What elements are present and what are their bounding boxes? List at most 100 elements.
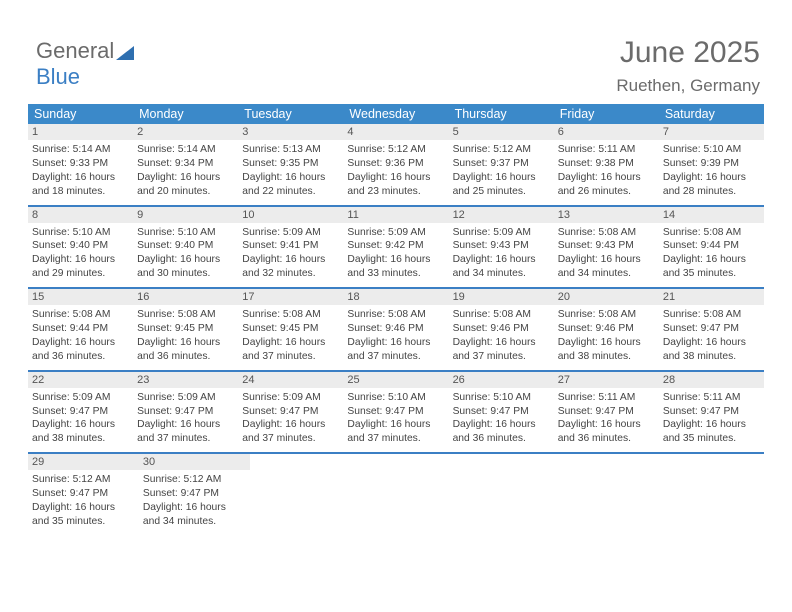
day-details: Sunrise: 5:09 AMSunset: 9:47 PMDaylight:… [32, 391, 129, 447]
calendar-header-cell: Thursday [449, 104, 554, 124]
day-details: Sunrise: 5:09 AMSunset: 9:47 PMDaylight:… [137, 391, 234, 447]
calendar-day-cell: 5 Sunrise: 5:12 AMSunset: 9:37 PMDaylight… [449, 124, 554, 205]
calendar-empty-cell [661, 454, 764, 535]
location-label: Ruethen, Germany [616, 76, 760, 96]
day-number: 11 [343, 207, 448, 223]
day-number: 22 [28, 372, 133, 388]
day-number: 14 [659, 207, 764, 223]
day-number: 6 [554, 124, 659, 140]
day-number: 16 [133, 289, 238, 305]
day-details: Sunrise: 5:12 AMSunset: 9:37 PMDaylight:… [453, 143, 550, 199]
calendar-day-cell: 9Sunrise: 5:10 AMSunset: 9:40 PMDaylight… [133, 207, 238, 288]
logo: General Blue [36, 38, 134, 90]
day-number: 2 [133, 124, 238, 140]
day-details: Sunrise: 5:12 AMSunset: 9:36 PMDaylight:… [347, 143, 444, 199]
calendar-day-cell: 24Sunrise: 5:09 AMSunset: 9:47 PMDayligh… [238, 372, 343, 453]
calendar-day-cell: 23Sunrise: 5:09 AMSunset: 9:47 PMDayligh… [133, 372, 238, 453]
calendar-day-cell: 26Sunrise: 5:10 AMSunset: 9:47 PMDayligh… [449, 372, 554, 453]
calendar-header-cell: Tuesday [238, 104, 343, 124]
calendar-day-cell: 14 Sunrise: 5:08 AMSunset: 9:44 PMDayligh… [659, 207, 764, 288]
calendar-day-cell: 27 Sunrise: 5:11 AMSunset: 9:47 PMDayligh… [554, 372, 659, 453]
day-details: Sunrise: 5:09 AMSunset: 9:41 PMDaylight:… [242, 226, 339, 282]
day-number: 25 [343, 372, 448, 388]
calendar-day-cell: 2 Sunrise: 5:14 AMSunset: 9:34 PMDaylight… [133, 124, 238, 205]
day-number: 13 [554, 207, 659, 223]
day-number: 28 [659, 372, 764, 388]
day-details: Sunrise: 5:13 AMSunset: 9:35 PMDaylight:… [242, 143, 339, 199]
calendar-day-cell: 15 Sunrise: 5:08 AMSunset: 9:44 PMDayligh… [28, 289, 133, 370]
calendar-day-cell: 19Sunrise: 5:08 AMSunset: 9:46 PMDayligh… [449, 289, 554, 370]
calendar-day-cell: 6 Sunrise: 5:11 AMSunset: 9:38 PMDaylight… [554, 124, 659, 205]
calendar-header-row: SundayMondayTuesdayWednesdayThursdayFrid… [28, 104, 764, 124]
day-number: 30 [139, 454, 250, 470]
calendar-day-cell: 13 Sunrise: 5:08 AMSunset: 9:43 PMDayligh… [554, 207, 659, 288]
calendar-empty-cell [353, 454, 456, 535]
logo-text-general: General [36, 38, 114, 63]
day-number: 7 [659, 124, 764, 140]
day-details: Sunrise: 5:08 AMSunset: 9:44 PMDaylight:… [32, 308, 129, 364]
calendar-day-cell: 1 Sunrise: 5:14 AMSunset: 9:33 PMDaylight… [28, 124, 133, 205]
day-details: Sunrise: 5:14 AMSunset: 9:33 PMDaylight:… [32, 143, 129, 199]
day-number: 15 [28, 289, 133, 305]
day-details: Sunrise: 5:10 AMSunset: 9:39 PMDaylight:… [663, 143, 760, 199]
page-title: June 2025 [620, 36, 760, 70]
logo-text-blue: Blue [36, 64, 80, 89]
calendar-day-cell: 4 Sunrise: 5:12 AMSunset: 9:36 PMDaylight… [343, 124, 448, 205]
calendar: SundayMondayTuesdayWednesdayThursdayFrid… [28, 104, 764, 535]
day-details: Sunrise: 5:09 AMSunset: 9:47 PMDaylight:… [242, 391, 339, 447]
day-number: 18 [343, 289, 448, 305]
calendar-day-cell: 17Sunrise: 5:08 AMSunset: 9:45 PMDayligh… [238, 289, 343, 370]
day-number: 27 [554, 372, 659, 388]
day-number: 29 [28, 454, 139, 470]
day-number: 12 [449, 207, 554, 223]
day-number: 1 [28, 124, 133, 140]
day-number: 5 [449, 124, 554, 140]
day-details: Sunrise: 5:08 AMSunset: 9:44 PMDaylight:… [663, 226, 760, 282]
calendar-day-cell: 7 Sunrise: 5:10 AMSunset: 9:39 PMDaylight… [659, 124, 764, 205]
day-details: Sunrise: 5:11 AMSunset: 9:47 PMDaylight:… [663, 391, 760, 447]
day-details: Sunrise: 5:12 AMSunset: 9:47 PMDaylight:… [32, 473, 135, 529]
calendar-header-cell: Saturday [659, 104, 764, 124]
calendar-day-cell: 25 Sunrise: 5:10 AMSunset: 9:47 PMDayligh… [343, 372, 448, 453]
day-number: 3 [238, 124, 343, 140]
calendar-day-cell: 10 Sunrise: 5:09 AMSunset: 9:41 PMDayligh… [238, 207, 343, 288]
day-details: Sunrise: 5:10 AMSunset: 9:40 PMDaylight:… [137, 226, 234, 282]
day-details: Sunrise: 5:09 AMSunset: 9:42 PMDaylight:… [347, 226, 444, 282]
day-details: Sunrise: 5:14 AMSunset: 9:34 PMDaylight:… [137, 143, 234, 199]
calendar-day-cell: 29 Sunrise: 5:12 AMSunset: 9:47 PMDayligh… [28, 454, 139, 535]
day-details: Sunrise: 5:08 AMSunset: 9:47 PMDaylight:… [663, 308, 760, 364]
day-details: Sunrise: 5:08 AMSunset: 9:45 PMDaylight:… [137, 308, 234, 364]
day-details: Sunrise: 5:10 AMSunset: 9:40 PMDaylight:… [32, 226, 129, 282]
day-details: Sunrise: 5:11 AMSunset: 9:47 PMDaylight:… [558, 391, 655, 447]
calendar-day-cell: 30 Sunrise: 5:12 AMSunset: 9:47 PMDayligh… [139, 454, 250, 535]
day-details: Sunrise: 5:11 AMSunset: 9:38 PMDaylight:… [558, 143, 655, 199]
day-details: Sunrise: 5:12 AMSunset: 9:47 PMDaylight:… [143, 473, 246, 529]
calendar-day-cell: 20Sunrise: 5:08 AMSunset: 9:46 PMDayligh… [554, 289, 659, 370]
day-number: 10 [238, 207, 343, 223]
day-number: 26 [449, 372, 554, 388]
calendar-header-cell: Wednesday [343, 104, 448, 124]
calendar-week: 22Sunrise: 5:09 AMSunset: 9:47 PMDayligh… [28, 372, 764, 455]
calendar-day-cell: 3 Sunrise: 5:13 AMSunset: 9:35 PMDaylight… [238, 124, 343, 205]
calendar-header-cell: Monday [133, 104, 238, 124]
day-number: 21 [659, 289, 764, 305]
logo-triangle-icon [116, 46, 134, 60]
calendar-day-cell: 22 Sunrise: 5:09 AMSunset: 9:47 PMDayligh… [28, 372, 133, 453]
day-details: Sunrise: 5:08 AMSunset: 9:45 PMDaylight:… [242, 308, 339, 364]
calendar-day-cell: 18 Sunrise: 5:08 AMSunset: 9:46 PMDayligh… [343, 289, 448, 370]
day-details: Sunrise: 5:10 AMSunset: 9:47 PMDaylight:… [347, 391, 444, 447]
day-details: Sunrise: 5:08 AMSunset: 9:46 PMDaylight:… [347, 308, 444, 364]
day-details: Sunrise: 5:08 AMSunset: 9:43 PMDaylight:… [558, 226, 655, 282]
calendar-week: 15 Sunrise: 5:08 AMSunset: 9:44 PMDayligh… [28, 289, 764, 372]
calendar-day-cell: 11 Sunrise: 5:09 AMSunset: 9:42 PMDayligh… [343, 207, 448, 288]
calendar-day-cell: 8Sunrise: 5:10 AMSunset: 9:40 PMDaylight… [28, 207, 133, 288]
day-number: 4 [343, 124, 448, 140]
calendar-week: 29Sunrise: 5:12 AMSunset: 9:47 PMDayligh… [28, 454, 764, 535]
calendar-empty-cell [250, 454, 353, 535]
calendar-day-cell: 21 Sunrise: 5:08 AMSunset: 9:47 PMDayligh… [659, 289, 764, 370]
calendar-empty-cell [558, 454, 661, 535]
calendar-day-cell: 12Sunrise: 5:09 AMSunset: 9:43 PMDayligh… [449, 207, 554, 288]
calendar-header-cell: Sunday [28, 104, 133, 124]
calendar-week: 1 Sunrise: 5:14 AMSunset: 9:33 PMDaylight… [28, 124, 764, 207]
day-details: Sunrise: 5:08 AMSunset: 9:46 PMDaylight:… [453, 308, 550, 364]
